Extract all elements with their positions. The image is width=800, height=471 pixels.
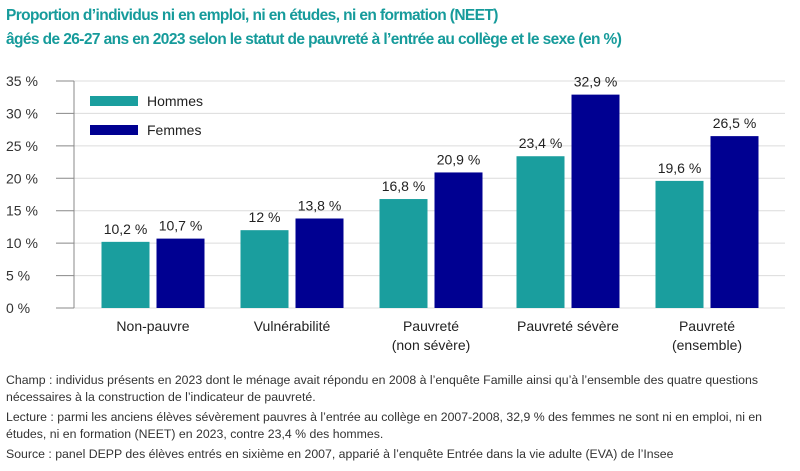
bar-femmes (434, 172, 483, 308)
bar-femmes (571, 94, 620, 309)
y-tick-label: 5 % (6, 268, 30, 284)
bar-hommes (655, 180, 704, 308)
bar-femmes (156, 238, 205, 308)
data-label: 16,8 % (382, 178, 426, 194)
note-champ: Champ : individus présents en 2023 dont … (6, 373, 758, 404)
data-label: 26,5 % (713, 115, 757, 131)
bar-hommes (101, 241, 150, 308)
bar-hommes (379, 199, 428, 308)
data-label: 13,8 % (298, 197, 342, 213)
chart-title: Proportion d’individus ni en emploi, ni … (6, 4, 796, 52)
category-label: Pauvreté (679, 318, 735, 334)
y-tick-label: 10 % (6, 235, 38, 251)
bar-femmes (710, 136, 759, 308)
category-label: Pauvreté sévère (517, 318, 619, 334)
y-tick-label: 25 % (6, 138, 38, 154)
chart-notes: Champ : individus présents en 2023 dont … (6, 372, 794, 467)
legend-swatch (90, 96, 138, 106)
note-source: Source : panel DEPP des élèves entrés en… (6, 447, 674, 461)
category-label: Pauvreté (403, 318, 459, 334)
category-label: (ensemble) (672, 337, 742, 353)
data-label: 20,9 % (437, 151, 481, 167)
category-label: Non-pauvre (116, 318, 189, 334)
data-label: 32,9 % (574, 74, 618, 90)
category-label: Vulnérabilité (254, 318, 331, 334)
title-line-1: Proportion d’individus ni en emploi, ni … (6, 7, 498, 24)
data-label: 19,6 % (658, 160, 702, 176)
y-tick-label: 30 % (6, 105, 38, 121)
y-tick-label: 15 % (6, 203, 38, 219)
legend-swatch (90, 125, 138, 135)
data-label: 23,4 % (519, 135, 563, 151)
y-tick-label: 35 % (6, 73, 38, 89)
bar-hommes (240, 230, 289, 308)
bar-hommes (516, 156, 565, 308)
y-tick-label: 20 % (6, 170, 38, 186)
legend-label: Femmes (147, 122, 201, 138)
note-lecture: Lecture : parmi les anciens élèves sévèr… (6, 410, 763, 441)
data-label: 12 % (249, 209, 281, 225)
legend-label: Hommes (147, 93, 203, 109)
data-label: 10,2 % (104, 221, 148, 237)
y-tick-label: 0 % (6, 300, 30, 316)
bar-femmes (295, 218, 344, 308)
title-line-2: âgés de 26-27 ans en 2023 selon le statu… (6, 31, 622, 48)
data-label: 10,7 % (159, 218, 203, 234)
category-label: (non sévère) (392, 337, 471, 353)
bar-chart: 0 % 5 % 10 % 15 % 20 % 25 % 30 % 35 % Non-pauvre… (6, 73, 785, 353)
